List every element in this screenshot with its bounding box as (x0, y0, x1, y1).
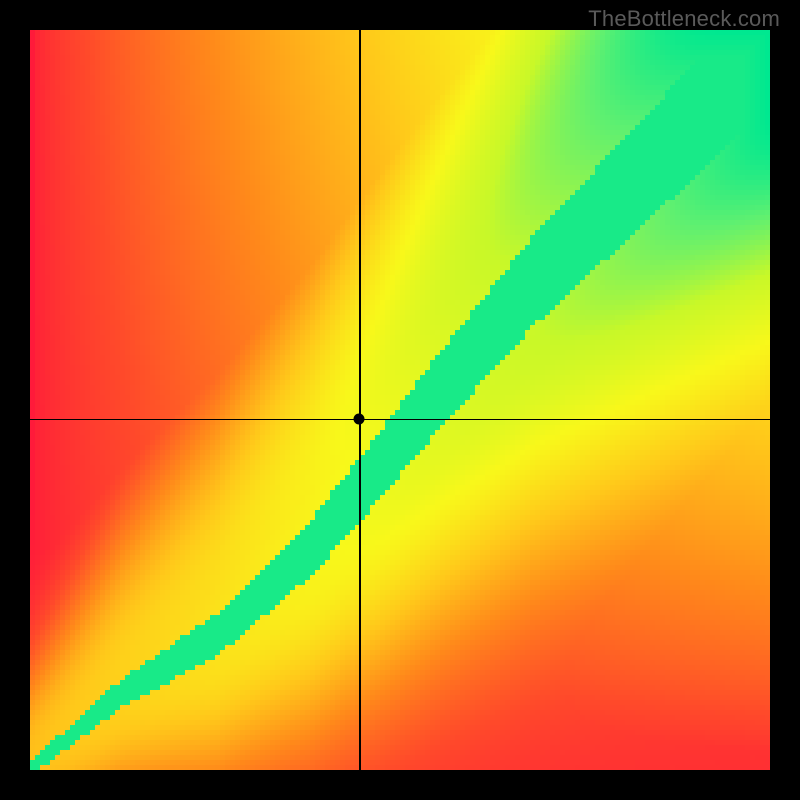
crosshair-horizontal (30, 419, 770, 421)
crosshair-marker-dot (354, 413, 365, 424)
chart-container: TheBottleneck.com (0, 0, 800, 800)
heatmap-canvas (30, 30, 770, 770)
watermark-text: TheBottleneck.com (588, 6, 780, 32)
plot-area (30, 30, 770, 770)
crosshair-vertical (359, 30, 361, 770)
